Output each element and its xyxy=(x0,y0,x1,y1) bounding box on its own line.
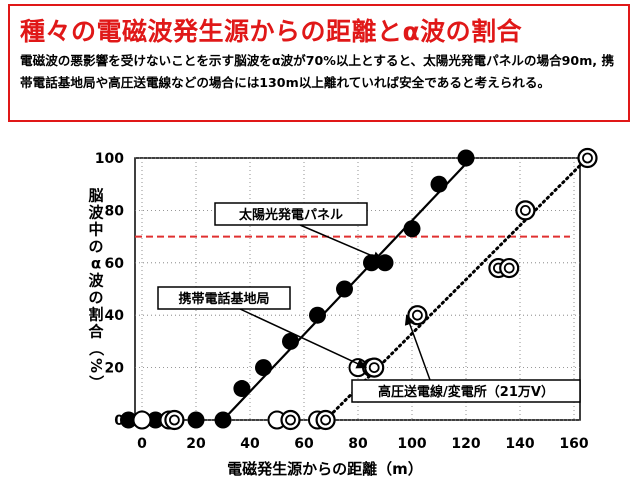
data-point xyxy=(516,201,534,219)
y-label-char: 割 xyxy=(88,306,103,324)
x-tick-label: 40 xyxy=(240,436,260,452)
x-tick-label: 140 xyxy=(505,436,534,452)
description-text: 電磁波の悪影響を受けないことを示す脳波をα波が70%以上とすると、太陽光発電パネ… xyxy=(20,50,620,94)
data-point xyxy=(282,411,300,429)
header-box: 種々の電磁波発生源からの距離とα波の割合 電磁波の悪影響を受けないことを示す脳波… xyxy=(8,4,630,122)
y-tick-label: 0 xyxy=(114,413,124,429)
y-label-char: 合 xyxy=(87,323,104,341)
y-tick-label: 100 xyxy=(95,151,124,167)
page-title: 種々の電磁波発生源からの距離とα波の割合 xyxy=(20,12,522,48)
annotation-arrow xyxy=(240,309,366,368)
x-tick-label: 80 xyxy=(348,436,368,452)
y-label-char: の xyxy=(88,289,103,307)
x-axis-label: 電磁発生源からの距離（m） xyxy=(227,460,423,478)
annotation-arrow xyxy=(300,225,382,260)
data-point xyxy=(365,359,383,377)
data-point xyxy=(579,149,597,167)
x-tick-label: 160 xyxy=(559,436,588,452)
y-label-char: ） xyxy=(87,375,105,390)
data-point xyxy=(309,307,326,324)
y-label-char: （ xyxy=(87,341,105,356)
data-point xyxy=(317,411,335,429)
y-tick-label: 40 xyxy=(105,308,125,324)
x-tick-label: 60 xyxy=(294,436,314,452)
data-point xyxy=(377,254,394,271)
y-label-char: α xyxy=(91,255,101,273)
data-point xyxy=(165,411,183,429)
x-tick-label: 20 xyxy=(186,436,206,452)
annotation-label: 太陽光発電パネル xyxy=(238,207,343,223)
data-point xyxy=(233,380,250,397)
y-tick-label: 20 xyxy=(105,361,125,377)
data-point xyxy=(408,306,426,324)
data-point xyxy=(255,359,272,376)
annotation-label: 携帯電話基地局 xyxy=(178,291,269,307)
y-label-char: 中 xyxy=(88,221,103,239)
y-tick-label: 80 xyxy=(105,203,125,219)
y-tick-label: 60 xyxy=(105,256,125,272)
data-point xyxy=(431,176,448,193)
x-tick-label: 120 xyxy=(451,436,480,452)
y-label-char: の xyxy=(88,238,103,256)
data-point xyxy=(188,412,205,429)
x-tick-label: 100 xyxy=(397,436,426,452)
y-label-char: % xyxy=(87,358,105,373)
x-tick-label: 0 xyxy=(137,436,147,452)
data-point xyxy=(404,220,421,237)
data-point xyxy=(458,150,475,167)
y-label-char: 脳 xyxy=(88,187,103,205)
data-point xyxy=(336,281,353,298)
y-label-char: 波 xyxy=(88,272,104,290)
y-label-char: 波 xyxy=(88,204,104,222)
data-point xyxy=(134,412,151,429)
annotation-label: 高圧送電線/変電所（21万V） xyxy=(378,384,554,400)
data-point xyxy=(215,412,232,429)
data-point xyxy=(500,259,518,277)
